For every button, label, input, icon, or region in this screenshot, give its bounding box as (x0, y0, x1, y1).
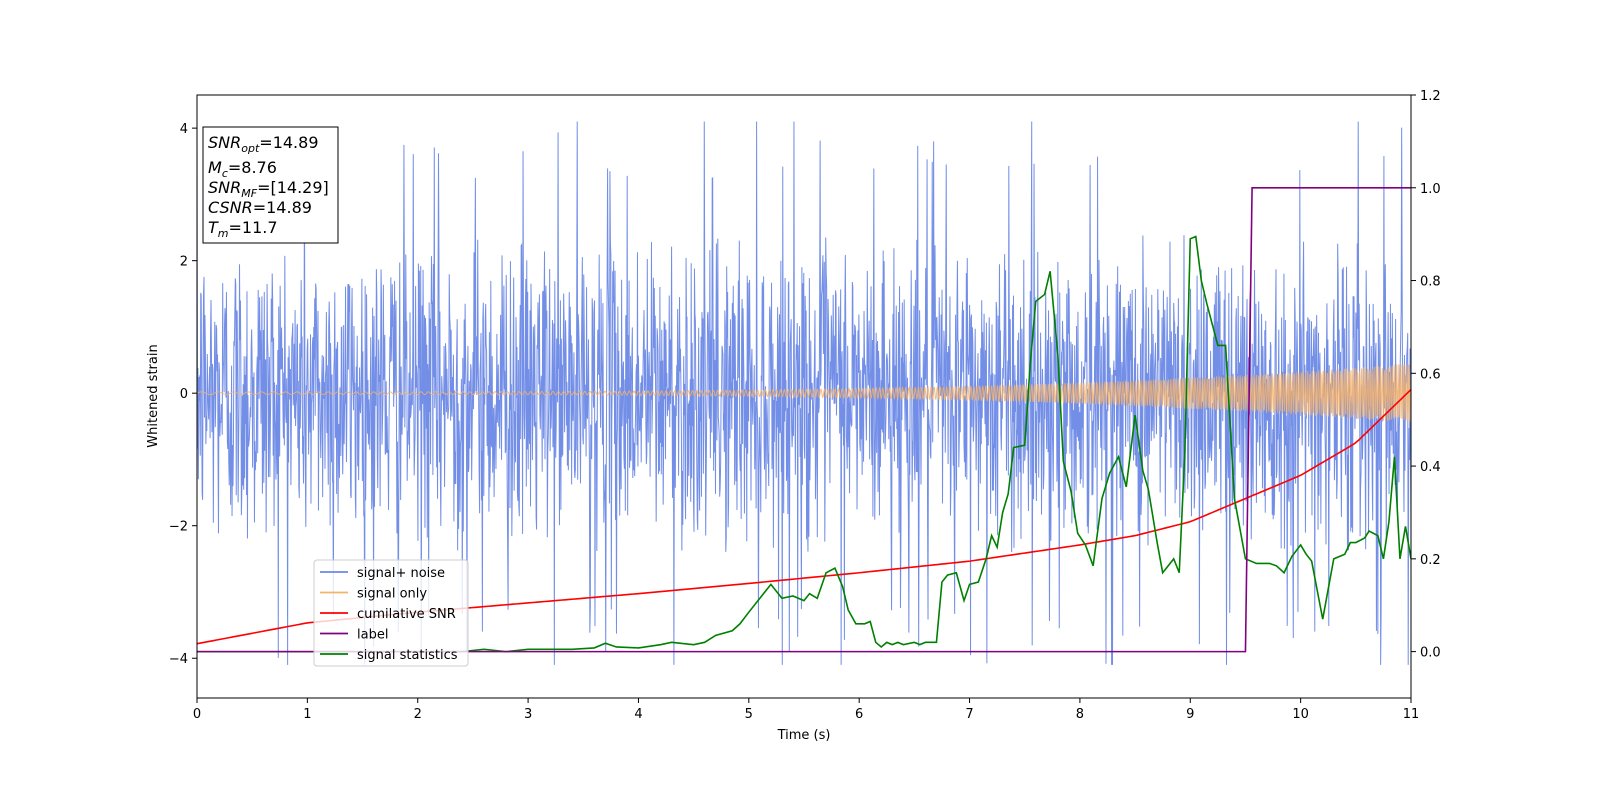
y-axis-label: Whitened strain (146, 344, 161, 447)
x-tick-label: 1 (303, 707, 311, 722)
x-tick-label: 8 (1076, 707, 1084, 722)
info-box: SNRopt=14.89 Mc=8.76 SNRMF=[14.29] CSNR=… (202, 126, 339, 244)
x-tick-label: 0 (193, 707, 201, 722)
signal-only-line (197, 364, 1411, 422)
right-y-tick-label: 0.6 (1420, 367, 1441, 382)
right-y-tick-label: 0.4 (1420, 460, 1441, 475)
x-tick-label: 3 (524, 707, 532, 722)
x-tick-label: 2 (414, 707, 422, 722)
legend-label: signal+ noise (357, 566, 445, 581)
label-line (197, 186, 1411, 653)
x-axis-ticks: 0 1 2 3 4 5 6 7 8 9 10 11 (193, 698, 1419, 722)
x-tick-label: 4 (634, 707, 642, 722)
x-tick-label: 9 (1186, 707, 1194, 722)
left-y-tick-label: 0 (180, 387, 188, 402)
x-tick-label: 6 (855, 707, 863, 722)
info-chirp-mass: Mc=8.76 (208, 158, 277, 180)
right-y-axis-ticks: 0.0 0.2 0.4 0.6 0.8 1.0 1.2 (1411, 89, 1441, 661)
x-tick-label: 7 (965, 707, 973, 722)
x-tick-label: 10 (1292, 707, 1309, 722)
x-tick-label: 5 (745, 707, 753, 722)
x-tick-label: 11 (1403, 707, 1420, 722)
right-y-tick-label: 0.8 (1420, 275, 1441, 290)
info-box-frame (202, 126, 339, 244)
left-y-tick-label: −4 (169, 652, 188, 667)
legend-label: cumilative SNR (357, 607, 456, 622)
left-y-tick-label: −2 (169, 520, 188, 535)
info-csnr: CSNR=14.89 (208, 198, 312, 217)
right-y-tick-label: 0.0 (1420, 646, 1441, 661)
right-y-tick-label: 1.2 (1420, 89, 1441, 104)
left-y-tick-label: 4 (180, 122, 188, 137)
legend-label: signal statistics (357, 648, 458, 663)
signal-only-series (197, 364, 1411, 422)
right-y-tick-label: 0.2 (1420, 553, 1441, 568)
info-tm: Tm=11.7 (208, 218, 278, 240)
legend: signal+ noise signal only cumilative SNR la… (313, 559, 469, 667)
legend-label: signal only (357, 587, 427, 602)
legend-label: label (357, 628, 388, 643)
legend-frame (313, 559, 469, 667)
info-snr-mf: SNRMF=[14.29] (208, 178, 329, 200)
signal-statistics-line (197, 235, 1411, 653)
right-y-tick-label: 1.0 (1420, 182, 1441, 197)
info-snr-opt: SNRopt=14.89 (208, 133, 319, 155)
left-y-axis-ticks: −4 −2 0 2 4 (169, 122, 197, 667)
x-axis-label: Time (s) (777, 728, 831, 743)
plot-frame (196, 94, 1412, 699)
left-y-tick-label: 2 (180, 255, 188, 270)
